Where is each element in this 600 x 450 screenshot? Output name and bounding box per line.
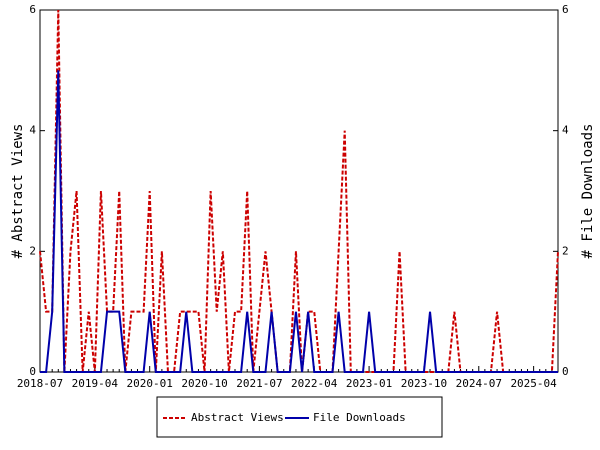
y-tick-label: 6 (29, 3, 36, 16)
y-tick-label: 4 (29, 124, 36, 137)
y-axis-title: # Abstract Views (10, 124, 26, 259)
y-tick-label: 0 (29, 365, 36, 378)
x-tick-label: 2024-07 (456, 377, 502, 390)
x-tick-label: 2025-04 (510, 377, 557, 390)
x-tick-label: 2020-10 (181, 377, 227, 390)
y2-tick-label: 4 (562, 124, 569, 137)
x-tick-label: 2019-04 (72, 377, 119, 390)
y-tick-label: 2 (29, 244, 36, 257)
x-tick-label: 2018-07 (17, 377, 63, 390)
y2-tick-label: 6 (562, 3, 569, 16)
x-tick-label: 2020-01 (127, 377, 173, 390)
plot-frame (39, 9, 559, 373)
legend-label: File Downloads (313, 411, 406, 424)
x-tick-label: 2021-07 (236, 377, 282, 390)
legend-label: Abstract Views (191, 411, 284, 424)
y2-tick-label: 2 (562, 244, 569, 257)
x-tick-label: 2023-01 (346, 377, 392, 390)
series-line (39, 9, 559, 373)
y2-tick-label: 0 (562, 365, 569, 378)
y2-axis-title: # File Downloads (580, 124, 596, 259)
series-line (40, 70, 558, 373)
x-tick-label: 2023-10 (401, 377, 447, 390)
x-tick-label: 2022-04 (291, 377, 338, 390)
